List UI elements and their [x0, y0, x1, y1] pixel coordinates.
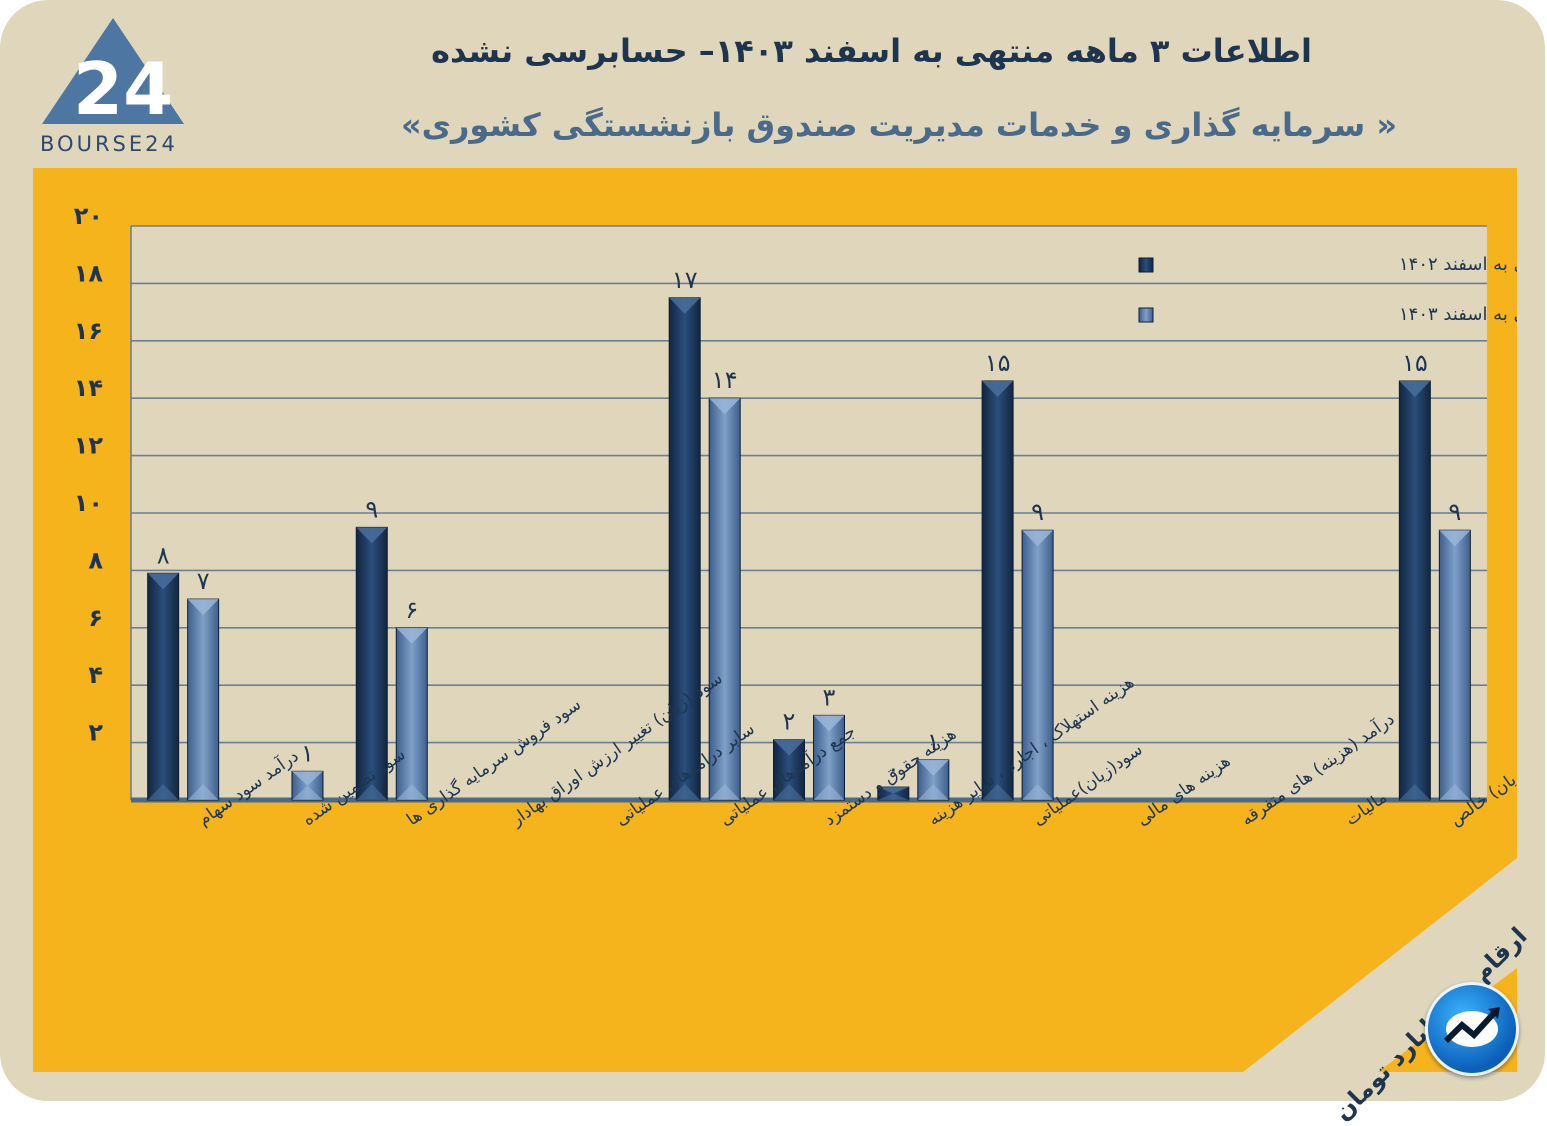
- bar: [1398, 380, 1431, 801]
- data-label: ۸: [157, 541, 170, 569]
- y-tick-label: ۱۲: [74, 432, 104, 460]
- y-tick-label: ۱۰: [74, 489, 103, 517]
- bar: [708, 397, 741, 801]
- bars: [147, 297, 1471, 801]
- bourse24-logo: 24: [42, 18, 184, 131]
- data-label: ۶: [405, 596, 418, 624]
- bar: [917, 759, 950, 801]
- y-tick-label: ۸: [88, 546, 103, 574]
- legend-swatch: [1138, 307, 1154, 323]
- bar: [187, 598, 220, 801]
- svg-text:24: 24: [73, 47, 173, 131]
- bar: [877, 786, 910, 801]
- data-label: ۳: [823, 683, 836, 711]
- data-label: ۷: [197, 567, 210, 595]
- data-label: ۱: [927, 728, 940, 756]
- bar: [147, 572, 180, 801]
- data-label: ۱۵: [985, 349, 1011, 377]
- y-tick-label: ۲۰: [74, 202, 103, 230]
- y-tick-label: ۱۶: [74, 317, 103, 345]
- trend-badge-icon: [1425, 982, 1519, 1076]
- data-label: ۲: [783, 708, 796, 736]
- data-label: ۱۵: [1402, 349, 1428, 377]
- legend-label: عملکرد منتهی به اسفند ۱۴۰۳: [1399, 304, 1517, 325]
- y-tick-label: ۶: [88, 604, 103, 632]
- y-tick-label: ۲: [88, 719, 103, 747]
- y-tick-label: ۴: [88, 661, 103, 689]
- bar: [1021, 529, 1054, 801]
- data-label: ۱۷: [672, 266, 698, 294]
- page-subtitle: « سرمایه گذاری و خدمات مدیریت صندوق بازن…: [400, 106, 1397, 144]
- legend-label: عملکرد منتهی به اسفند ۱۴۰۲: [1399, 254, 1517, 275]
- data-label: ۱۴: [712, 366, 738, 394]
- bar: [668, 297, 701, 801]
- bar: [355, 526, 388, 801]
- y-axis: ۲ ۴ ۶ ۸ ۱۰ ۱۲ ۱۴ ۱۶ ۱۸ ۲۰: [74, 202, 104, 747]
- y-tick-label: ۱۴: [74, 374, 103, 402]
- legend: عملکرد منتهی به اسفند ۱۴۰۲ عملکرد منتهی ب…: [1138, 254, 1517, 325]
- data-labels: ۸ ۹ ۱۷ ۲ ۰ ۱۵ ۱۵ ۷ ۱ ۶ ۱۴ ۳ ۱ ۹ ۹: [157, 266, 1462, 783]
- logo-text: BOURSE24: [40, 132, 178, 156]
- bar: [981, 380, 1014, 801]
- bar: [395, 627, 428, 801]
- data-label: ۹: [1031, 498, 1044, 526]
- data-label: ۹: [365, 495, 378, 523]
- bar: [813, 714, 845, 801]
- data-label: ۹: [1448, 498, 1461, 526]
- data-label: ۱: [301, 739, 314, 767]
- legend-swatch: [1138, 257, 1154, 273]
- bar: [1438, 529, 1471, 801]
- y-tick-label: ۱۸: [74, 259, 104, 287]
- page-title: اطلاعات ۳ ماهه منتهی به اسفند ۱۴۰۳– حساب…: [431, 32, 1312, 70]
- data-label: ۰: [887, 755, 900, 783]
- bar: [773, 739, 805, 801]
- bar: [291, 770, 324, 801]
